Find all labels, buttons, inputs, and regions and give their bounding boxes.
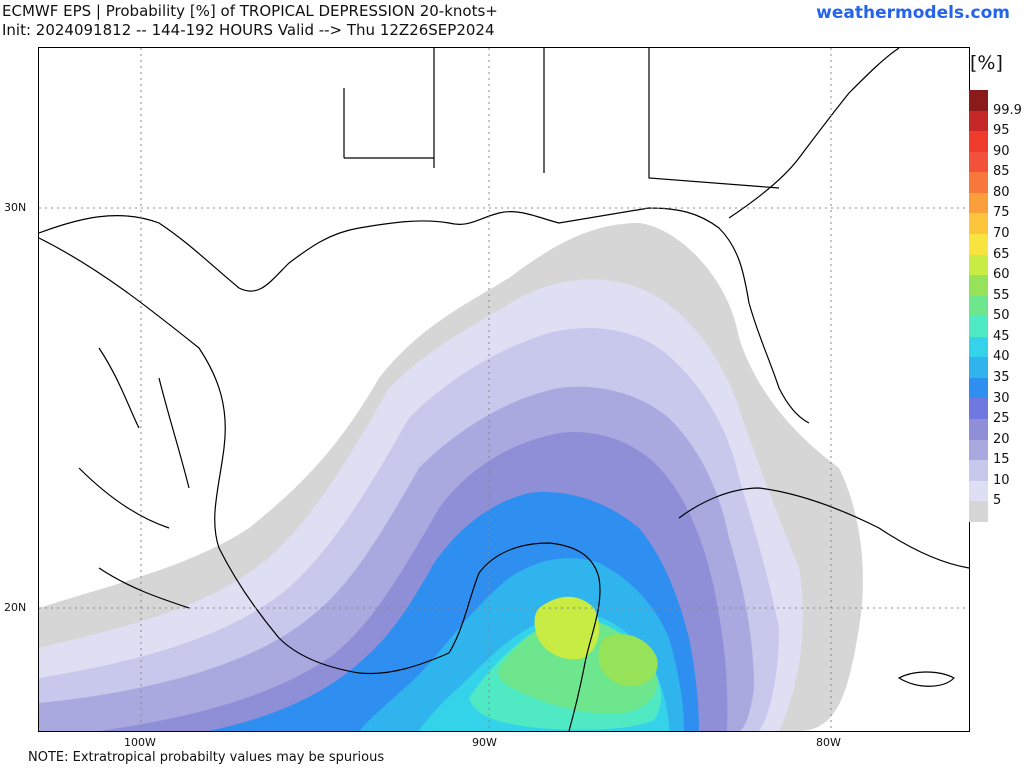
brand-link[interactable]: weathermodels.com: [816, 3, 1010, 23]
probability-shading: [39, 223, 863, 731]
legend-level-label: 35: [993, 370, 1010, 385]
legend-level-label: 5: [993, 493, 1002, 509]
lon-label-90w: 90W: [472, 736, 497, 749]
legend-level-label: 60: [993, 267, 1010, 283]
legend-swatch: [969, 233, 988, 255]
legend-level-label: 10: [993, 472, 1010, 488]
legend-level-label: 55: [993, 287, 1010, 303]
map-canvas: [39, 48, 969, 731]
cuba: [678, 487, 969, 569]
yucatan-peninsula: [448, 542, 601, 731]
coastlines: [39, 48, 969, 731]
mexico-state-lines: [78, 347, 190, 609]
legend-swatch: [969, 213, 988, 234]
map-subtitle: Init: 2024091812 -- 144-192 HOURS Valid …: [2, 21, 495, 39]
jamaica: [897, 671, 955, 687]
legend-swatch: [969, 275, 988, 296]
probability-map: [38, 47, 970, 732]
legend-swatch: [969, 131, 988, 152]
legend-level-label: 75: [993, 205, 1010, 221]
us-gulf-coast: [39, 207, 810, 424]
graticule: [39, 48, 969, 731]
lon-label-80w: 80W: [816, 736, 841, 749]
map-title: ECMWF EPS | Probability [%] of TROPICAL …: [2, 2, 498, 20]
extratropical-note: NOTE: Extratropical probabilty values ma…: [28, 750, 385, 765]
legend-swatch: [969, 110, 988, 132]
legend-swatch: [969, 460, 988, 481]
legend-level-label: 95: [993, 123, 1010, 139]
legend-level-label: 50: [993, 308, 1010, 324]
state-boundaries: [343, 48, 780, 189]
legend-level-label: 90: [993, 143, 1010, 159]
lat-label-20n: 20N: [4, 601, 27, 614]
legend-swatch: [969, 192, 988, 214]
legend-swatch: [969, 501, 988, 522]
legend-colorbar: [969, 90, 988, 522]
legend-level-label: 20: [993, 431, 1010, 447]
legend-level-label: 30: [993, 390, 1010, 406]
prob-60b: [598, 634, 658, 687]
legend-level-label: 70: [993, 226, 1010, 241]
legend-level-label: 45: [993, 328, 1010, 344]
legend-swatch: [969, 295, 988, 317]
legend-swatch: [969, 377, 988, 399]
lon-label-100w: 100W: [124, 736, 156, 749]
legend-level-label: 25: [993, 411, 1010, 427]
mexico-coast: [39, 237, 450, 675]
lat-label-30n: 30N: [4, 201, 27, 214]
legend-level-label: 80: [993, 184, 1010, 200]
legend-swatch: [969, 90, 988, 111]
legend-level-label: 40: [993, 349, 1010, 365]
legend-swatch: [969, 398, 988, 419]
legend-swatch: [969, 254, 988, 276]
legend-swatch: [969, 357, 988, 378]
prob-60: [534, 596, 600, 660]
legend-level-label: 85: [993, 164, 1010, 180]
legend-level-label: 65: [993, 246, 1010, 262]
legend-swatch: [969, 419, 988, 440]
legend-swatch: [969, 439, 988, 461]
legend-level-label: 15: [993, 452, 1010, 468]
legend-level-label: 99.9: [993, 102, 1022, 118]
florida-peninsula: [728, 48, 900, 219]
legend-swatch: [969, 336, 988, 358]
legend-swatch: [969, 151, 988, 173]
legend-unit: [%]: [970, 52, 1003, 74]
legend-swatch: [969, 316, 988, 337]
legend-swatch: [969, 172, 988, 193]
legend-swatch: [969, 480, 988, 502]
